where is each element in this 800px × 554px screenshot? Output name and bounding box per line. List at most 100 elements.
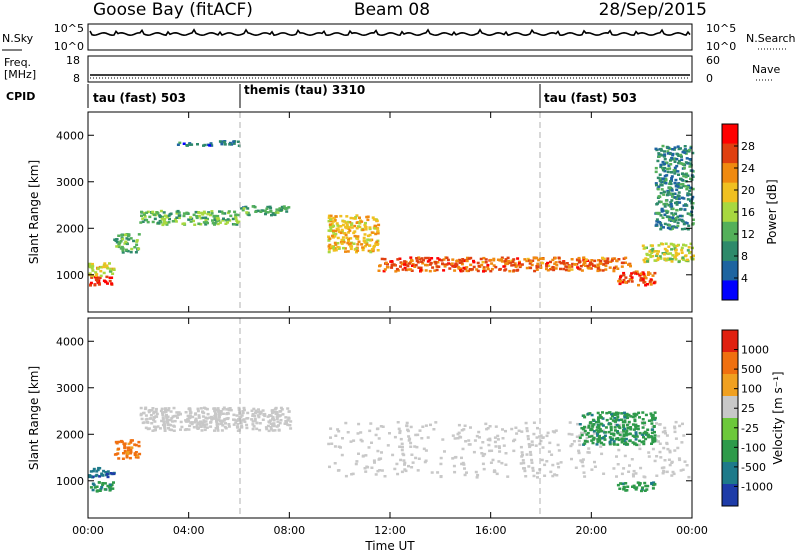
echo-cell [275,415,279,419]
echo-cell [523,467,526,470]
echo-cell [526,435,530,438]
x-tick-label: 20:00 [575,524,607,537]
echo-cell [642,431,646,435]
echo-cell [551,265,555,269]
echo-cell [89,470,93,473]
echo-cell [562,267,566,271]
echo-cell [221,408,225,411]
echo-cell [469,263,473,267]
echo-cell [403,263,406,266]
echo-cell [622,437,626,441]
echo-cell [328,243,332,247]
echo-cell [380,257,384,261]
echo-region [327,214,381,254]
echo-cell [687,475,691,479]
echo-cell [115,241,119,244]
echo-cell [507,259,511,263]
echo-cell [194,419,197,422]
echo-cell [134,443,138,447]
power-cbar-label: Power [dB] [765,179,779,244]
echo-cell [215,217,219,220]
echo-cell [674,201,677,205]
echo-cell [373,461,376,464]
echo-cell [90,276,94,279]
echo-cell [461,447,465,451]
echo-cell [664,182,668,185]
echo-cell [678,214,682,218]
echo-cell [115,245,119,248]
echo-cell [400,448,404,452]
echo-cell [670,157,674,160]
echo-cell [657,212,661,216]
echo-cell [492,257,496,261]
echo-cell [587,424,591,428]
echo-cell [380,469,384,472]
echo-cell [371,216,375,219]
echo-cell [375,219,379,222]
echo-cell [363,241,367,244]
echo-cell [100,486,104,489]
echo-cell [673,166,677,170]
echo-cell [93,283,97,287]
echo-cell [125,241,129,245]
echo-cell [240,414,244,417]
echo-cell [662,155,666,158]
echo-cell [683,148,687,151]
echo-cell [242,406,246,410]
echo-cell [602,257,606,261]
echo-cell [216,427,220,430]
echo-cell [232,223,236,226]
echo-cell [280,205,284,209]
echo-cell [520,455,524,458]
echo-cell [460,260,464,263]
echo-cell [232,142,236,145]
echo-cell [348,221,352,224]
echo-cell [624,437,628,441]
echo-cell [553,473,557,476]
echo-cell [104,471,108,474]
echo-cell [171,420,174,423]
echo-cell [153,217,157,221]
echo-cell [330,222,334,226]
echo-cell [241,411,245,415]
echo-cell [630,276,634,279]
echo-cell [231,217,235,221]
echo-cell [529,453,533,456]
echo-cell [220,210,224,213]
x-tick-label: 04:00 [173,524,205,537]
echo-cell [271,415,275,419]
echo-cell [340,228,344,232]
echo-cell [612,434,616,437]
echo-cell [176,143,180,146]
echo-cell [190,217,194,220]
echo-cell [603,259,607,263]
echo-cell [536,426,539,430]
echo-cell [570,443,574,446]
echo-cell [217,410,221,413]
echo-cell [653,483,657,486]
echo-cell [239,421,243,425]
echo-cell [115,238,119,241]
echo-cell [477,430,481,434]
echo-cell [271,212,275,215]
colorbar-segment [722,374,738,397]
echo-cell [460,456,463,460]
echo-cell [196,427,200,430]
echo-cell [596,440,600,444]
echo-cell [557,256,561,259]
echo-cell [279,406,283,410]
echo-cell [98,489,102,492]
echo-cell [363,223,367,227]
echo-cell [664,199,668,202]
echo-cell [96,267,100,270]
echo-cell [667,204,671,207]
echo-cell [275,208,279,211]
echo-cell [524,421,528,425]
echo-cell [639,279,643,282]
echo-cell [287,206,291,209]
echo-cell [637,283,640,287]
colorbar-segment [722,280,738,301]
echo-cell [608,411,612,414]
echo-cell [327,214,331,218]
echo-cell [126,446,130,450]
